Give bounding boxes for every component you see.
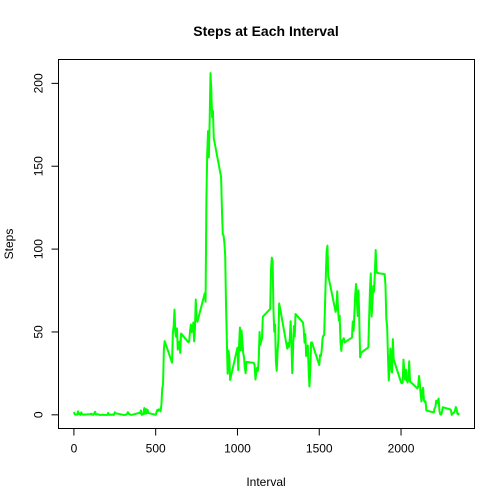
x-tick-label: 2000	[388, 442, 415, 456]
y-tick-label: 100	[32, 239, 46, 259]
data-line	[72, 72, 460, 416]
plot-box	[58, 59, 475, 429]
x-tick-label: 1000	[224, 442, 251, 456]
y-tick-label: 150	[32, 156, 46, 176]
x-tick-label: 1500	[306, 442, 333, 456]
y-tick-label: 50	[32, 325, 46, 339]
x-tick-label: 500	[146, 442, 166, 456]
x-tick-label: 0	[71, 442, 78, 456]
y-tick-label: 200	[32, 73, 46, 93]
x-axis-label: Interval	[246, 475, 285, 489]
y-tick-label: 0	[32, 411, 46, 418]
y-axis-label: Steps	[2, 229, 16, 260]
chart-title: Steps at Each Interval	[193, 23, 339, 39]
